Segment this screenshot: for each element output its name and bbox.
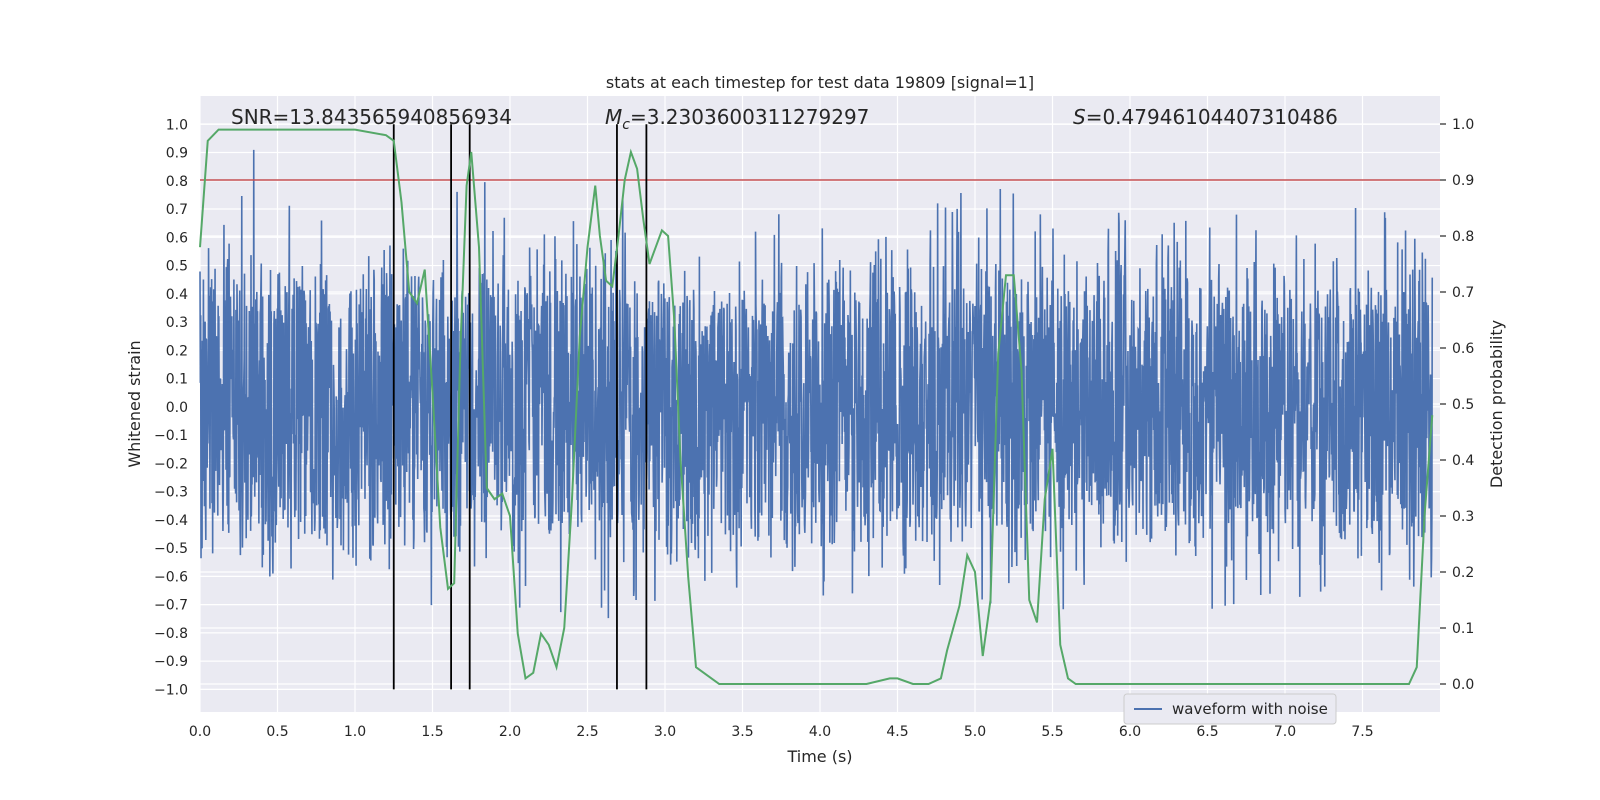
legend-entry-waveform: waveform with noise [1172,700,1328,718]
y-tick-label-7: 0.3 [166,315,188,331]
chirp-mass-value: =3.2303600311279297 [630,105,869,129]
s-value: =0.47946104407310486 [1086,105,1338,129]
y-tick-label-10: 0.0 [166,400,188,416]
x-tick-label-1: 0.5 [266,724,288,740]
x-tick-label-2: 1.0 [344,724,366,740]
y2-tick-label-6: 0.4 [1452,453,1474,469]
x-tick-label-4: 2.0 [499,724,521,740]
y2-axis-ticks: 1.0 0.9 0.8 0.7 0.6 0.5 0.4 0.3 0.2 0.1 0.0 [1440,117,1474,693]
x-tick-label-14: 7.0 [1274,724,1296,740]
y-tick-label-18: −0.8 [154,626,188,642]
waveform-trace [199,149,1434,619]
x-tick-label-10: 5.0 [964,724,986,740]
x-tick-label-9: 4.5 [886,724,908,740]
detection-probability-line [199,128,1434,685]
y2-tick-label-8: 0.2 [1452,565,1474,581]
x-tick-label-5: 2.5 [576,724,598,740]
y-tick-label-1: 0.9 [166,146,188,162]
x-tick-label-13: 6.5 [1196,724,1218,740]
y-tick-label-0: 1.0 [166,117,188,133]
y-tick-label-17: −0.7 [154,598,188,614]
snr-annotation: SNR=13.843565940856934 [231,105,512,129]
y2-axis-label: Detection probability [1487,320,1506,488]
y-tick-label-14: −0.4 [154,513,188,529]
y2-tick-label-2: 0.8 [1452,229,1474,245]
y-tick-label-20: −1.0 [154,682,188,698]
x-axis-label: Time (s) [786,747,852,766]
y-tick-label-19: −0.9 [154,654,188,670]
y-tick-label-6: 0.4 [166,287,188,303]
x-tick-label-8: 4.0 [809,724,831,740]
x-tick-label-11: 5.5 [1041,724,1063,740]
detection-probability-series [199,128,1434,685]
x-axis-ticks: 0.0 0.5 1.0 1.5 2.0 2.5 3.0 3.5 4.0 4.5 5.0 5.5 6.0 6… [189,724,1374,740]
y2-tick-label-5: 0.5 [1452,397,1474,413]
chirp-mass-subscript: c [622,117,630,133]
x-tick-label-3: 1.5 [421,724,443,740]
y-tick-label-15: −0.5 [154,541,188,557]
x-tick-label-6: 3.0 [654,724,676,740]
y2-tick-label-3: 0.7 [1452,285,1474,301]
y2-tick-label-9: 0.1 [1452,621,1474,637]
y2-tick-label-10: 0.0 [1452,677,1474,693]
s-symbol: S [1073,105,1086,129]
s-annotation: S=0.47946104407310486 [1073,105,1338,129]
x-tick-label-7: 3.5 [731,724,753,740]
trigger-vertical-lines [392,124,648,690]
y2-tick-label-1: 0.9 [1452,173,1474,189]
y-tick-label-5: 0.5 [166,259,188,275]
x-tick-label-12: 6.0 [1119,724,1141,740]
y-axis-label: Whitened strain [125,340,144,467]
y-tick-label-8: 0.2 [166,343,188,359]
legend: waveform with noise [1123,693,1337,725]
y-tick-label-3: 0.7 [166,202,188,218]
y-axis-ticks: 1.0 0.9 0.8 0.7 0.6 0.5 0.4 0.3 0.2 0.1 0.0 −0.1 −0.… [154,117,188,698]
x-tick-label-15: 7.5 [1351,724,1373,740]
chirp-mass-annotation: Mc=3.2303600311279297 [605,105,869,133]
y-tick-label-16: −0.6 [154,569,188,585]
y2-tick-label-7: 0.3 [1452,509,1474,525]
x-tick-label-0: 0.0 [189,724,211,740]
y-tick-label-11: −0.1 [154,428,188,444]
y-tick-label-12: −0.2 [154,456,188,472]
y-tick-label-9: 0.1 [166,372,188,388]
y-tick-label-2: 0.8 [166,174,188,190]
waveform-with-noise-series [199,149,1434,619]
legend-box [1123,693,1337,725]
y-tick-label-13: −0.3 [154,485,188,501]
chirp-mass-symbol: M [605,105,622,129]
y2-tick-label-0: 1.0 [1452,117,1474,133]
chart-title: stats at each timestep for test data 198… [606,73,1034,92]
y-tick-label-4: 0.6 [166,230,188,246]
y2-tick-label-4: 0.6 [1452,341,1474,357]
